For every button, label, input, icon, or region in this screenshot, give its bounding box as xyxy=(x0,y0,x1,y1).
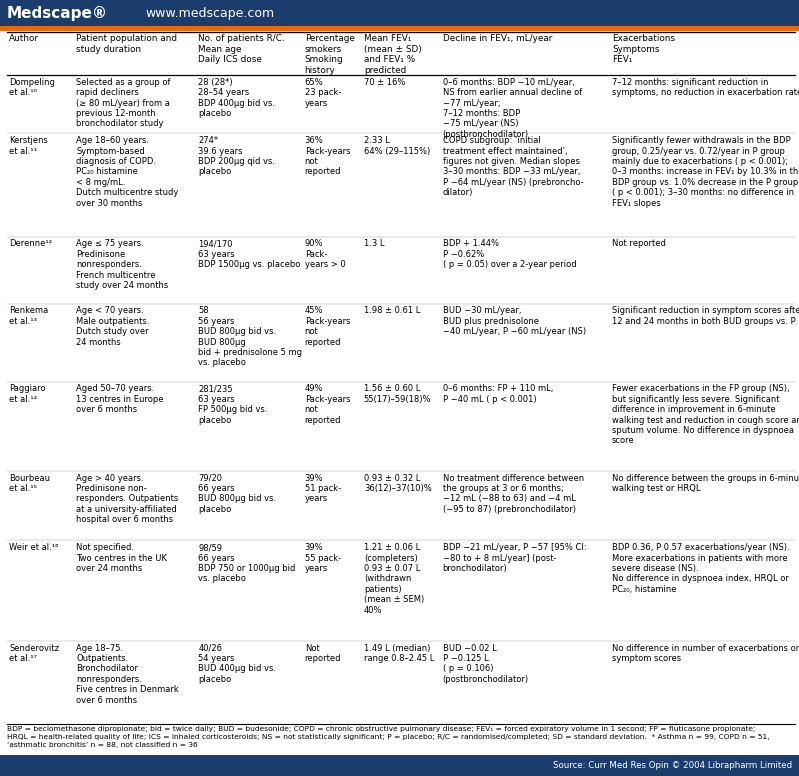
Text: 36%
Pack-years
not
reported: 36% Pack-years not reported xyxy=(304,137,350,176)
Text: Mean FEV₁
(mean ± SD)
and FEV₁ %
predicted: Mean FEV₁ (mean ± SD) and FEV₁ % predict… xyxy=(364,34,422,74)
Text: 1.21 ± 0.06 L
(completers)
0.93 ± 0.07 L
(withdrawn
patients)
(mean ± SEM)
40%: 1.21 ± 0.06 L (completers) 0.93 ± 0.07 L… xyxy=(364,543,424,615)
Text: Not specified.
Two centres in the UK
over 24 months: Not specified. Two centres in the UK ove… xyxy=(76,543,167,573)
Text: 39%
51 pack-
years: 39% 51 pack- years xyxy=(304,473,341,504)
Text: 49%
Pack-years
not
reported: 49% Pack-years not reported xyxy=(304,384,350,424)
Text: 7–12 months: significant reduction in
symptoms, no reduction in exacerbation rat: 7–12 months: significant reduction in sy… xyxy=(612,78,799,97)
Text: 194/170
63 years
BDP 1500µg vs. placebo: 194/170 63 years BDP 1500µg vs. placebo xyxy=(198,240,300,269)
Text: ‘asthmatic bronchitis’ n = 88, not classified n = 36: ‘asthmatic bronchitis’ n = 88, not class… xyxy=(7,742,197,747)
Text: 45%
Pack-years
not
reported: 45% Pack-years not reported xyxy=(304,307,350,347)
Text: Medscape®: Medscape® xyxy=(6,5,108,21)
Text: Author: Author xyxy=(10,34,39,43)
Bar xyxy=(0,0,799,26)
Text: Not
reported: Not reported xyxy=(304,643,341,663)
Text: Age < 70 years.
Male outpatients.
Dutch study over
24 months: Age < 70 years. Male outpatients. Dutch … xyxy=(76,307,149,347)
Text: 1.98 ± 0.61 L: 1.98 ± 0.61 L xyxy=(364,307,420,315)
Text: 0.93 ± 0.32 L
36(12)–37(10)%: 0.93 ± 0.32 L 36(12)–37(10)% xyxy=(364,473,431,493)
Text: 281/235
63 years
FP 500µg bid vs.
placebo: 281/235 63 years FP 500µg bid vs. placeb… xyxy=(198,384,268,424)
Text: BDP + 1.44%
P −0.62%
( p = 0.05) over a 2-year period: BDP + 1.44% P −0.62% ( p = 0.05) over a … xyxy=(443,240,576,269)
Text: Decline in FEV₁, mL/year: Decline in FEV₁, mL/year xyxy=(443,34,552,43)
Text: No difference in number of exacerbations or
symptom scores: No difference in number of exacerbations… xyxy=(612,643,799,663)
Text: 28 (28*)
28–54 years
BDP 400µg bid vs.
placebo: 28 (28*) 28–54 years BDP 400µg bid vs. p… xyxy=(198,78,276,118)
Text: Source: Curr Med Res Opin © 2004 Librapharm Limited: Source: Curr Med Res Opin © 2004 Libraph… xyxy=(553,760,792,770)
Text: Significant reduction in symptom scores after
12 and 24 months in both BUD group: Significant reduction in symptom scores … xyxy=(612,307,799,326)
Text: No difference between the groups in 6-minute
walking test or HRQL: No difference between the groups in 6-mi… xyxy=(612,473,799,493)
Text: www.medscape.com: www.medscape.com xyxy=(145,7,274,19)
Text: Percentage
smokers
Smoking
history: Percentage smokers Smoking history xyxy=(304,34,355,74)
Text: 0–6 months: FP + 110 mL,
P −40 mL ( p < 0.001): 0–6 months: FP + 110 mL, P −40 mL ( p < … xyxy=(443,384,553,404)
Text: Age ≤ 75 years.
Predinisone
nonresponders.
French multicentre
study over 24 mont: Age ≤ 75 years. Predinisone nonresponder… xyxy=(76,240,169,290)
Text: Aged 50–70 years.
13 centres in Europe
over 6 months: Aged 50–70 years. 13 centres in Europe o… xyxy=(76,384,164,414)
Text: BUD −0.02 L
P −0.125 L
( p = 0.106)
(postbronchodilator): BUD −0.02 L P −0.125 L ( p = 0.106) (pos… xyxy=(443,643,529,684)
Text: 58
56 years
BUD 800µg bid vs.
BUD 800µg
bid + prednisolone 5 mg
vs. placebo: 58 56 years BUD 800µg bid vs. BUD 800µg … xyxy=(198,307,302,367)
Text: 39%
55 pack-
years: 39% 55 pack- years xyxy=(304,543,341,573)
Text: 65%
23 pack-
years: 65% 23 pack- years xyxy=(304,78,341,108)
Text: Exacerbations
Symptoms
FEV₁: Exacerbations Symptoms FEV₁ xyxy=(612,34,675,64)
Text: Derenne¹²: Derenne¹² xyxy=(10,240,52,248)
Text: Age 18–75.
Outpatients.
Bronchodilator
nonresponders.
Five centres in Denmark
ov: Age 18–75. Outpatients. Bronchodilator n… xyxy=(76,643,179,705)
Text: 70 ± 16%: 70 ± 16% xyxy=(364,78,405,87)
Text: Bourbeau
et al.¹⁵: Bourbeau et al.¹⁵ xyxy=(10,473,50,493)
Text: Selected as a group of
rapid decliners
(≥ 80 mL/year) from a
previous 12-month
b: Selected as a group of rapid decliners (… xyxy=(76,78,171,128)
Text: 98/59
66 years
BDP 750 or 1000µg bid
vs. placebo: 98/59 66 years BDP 750 or 1000µg bid vs.… xyxy=(198,543,296,584)
Text: Not reported: Not reported xyxy=(612,240,666,248)
Text: 1.56 ± 0.60 L
55(17)–59(18)%: 1.56 ± 0.60 L 55(17)–59(18)% xyxy=(364,384,431,404)
Text: HRQL = health-related quality of life; ICS = inhaled corticosteroids; NS = not s: HRQL = health-related quality of life; I… xyxy=(7,734,769,740)
Text: Age 18–60 years.
Symptom-based
diagnosis of COPD.
PC₂₀ histamine
< 8 mg/mL.
Dutc: Age 18–60 years. Symptom-based diagnosis… xyxy=(76,137,178,208)
Text: No. of patients R/C.
Mean age
Daily ICS dose: No. of patients R/C. Mean age Daily ICS … xyxy=(198,34,285,64)
Text: No treatment difference between
the groups at 3 or 6 months;
−12 mL (−88 to 63) : No treatment difference between the grou… xyxy=(443,473,584,514)
Text: BDP = beclomethasone dipropionate; bid = twice daily; BUD = budesonide; COPD = c: BDP = beclomethasone dipropionate; bid =… xyxy=(7,726,756,732)
Text: Fewer exacerbations in the FP group (NS),
but significantly less severe. Signifi: Fewer exacerbations in the FP group (NS)… xyxy=(612,384,799,445)
Text: BUD −30 mL/year,
BUD plus prednisolone
−40 mL/year, P −60 mL/year (NS): BUD −30 mL/year, BUD plus prednisolone −… xyxy=(443,307,586,336)
Text: Paggiaro
et al.¹⁴: Paggiaro et al.¹⁴ xyxy=(10,384,46,404)
Text: BDP −21 mL/year, P −57 [95% CI:
−80 to + 8 mL/year] (post-
bronchodilator): BDP −21 mL/year, P −57 [95% CI: −80 to +… xyxy=(443,543,586,573)
Bar xyxy=(0,754,799,776)
Text: Weir et al.¹⁶: Weir et al.¹⁶ xyxy=(10,543,58,553)
Text: Age > 40 years.
Predinisone non-
responders. Outpatients
at a university-affilia: Age > 40 years. Predinisone non- respond… xyxy=(76,473,178,525)
Text: BDP 0.36, P 0.57 exacerbations/year (NS).
More exacerbations in patients with mo: BDP 0.36, P 0.57 exacerbations/year (NS)… xyxy=(612,543,789,594)
Text: Renkema
et al.¹³: Renkema et al.¹³ xyxy=(10,307,49,326)
Text: COPD subgroup: ‘initial
treatment effect maintained’,
figures not given. Median : COPD subgroup: ‘initial treatment effect… xyxy=(443,137,583,197)
Text: 1.3 L: 1.3 L xyxy=(364,240,384,248)
Text: 0–6 months: BDP −10 mL/year,
NS from earlier annual decline of
−77 mL/year;
7–12: 0–6 months: BDP −10 mL/year, NS from ear… xyxy=(443,78,582,139)
Text: 1.49 L (median)
range 0.8–2.45 L: 1.49 L (median) range 0.8–2.45 L xyxy=(364,643,434,663)
Text: 79/20
66 years
BUD 800µg bid vs.
placebo: 79/20 66 years BUD 800µg bid vs. placebo xyxy=(198,473,276,514)
Text: Patient population and
study duration: Patient population and study duration xyxy=(76,34,177,54)
Text: Significantly fewer withdrawals in the BDP
group, 0.25/year vs. 0.72/year in P g: Significantly fewer withdrawals in the B… xyxy=(612,137,799,208)
Text: 2.33 L
64% (29–115%): 2.33 L 64% (29–115%) xyxy=(364,137,430,156)
Bar xyxy=(0,26,799,31)
Text: Senderovitz
et al.¹⁷: Senderovitz et al.¹⁷ xyxy=(10,643,59,663)
Text: 274*
39.6 years
BDP 200µg qid vs.
placebo: 274* 39.6 years BDP 200µg qid vs. placeb… xyxy=(198,137,276,176)
Text: Kerstjens
et al.¹¹: Kerstjens et al.¹¹ xyxy=(10,137,48,156)
Text: Dompeling
et al.¹⁰: Dompeling et al.¹⁰ xyxy=(10,78,55,97)
Text: 90%
Pack-
years > 0: 90% Pack- years > 0 xyxy=(304,240,345,269)
Text: 40/26
54 years
BUD 400µg bid vs.
placebo: 40/26 54 years BUD 400µg bid vs. placebo xyxy=(198,643,276,684)
